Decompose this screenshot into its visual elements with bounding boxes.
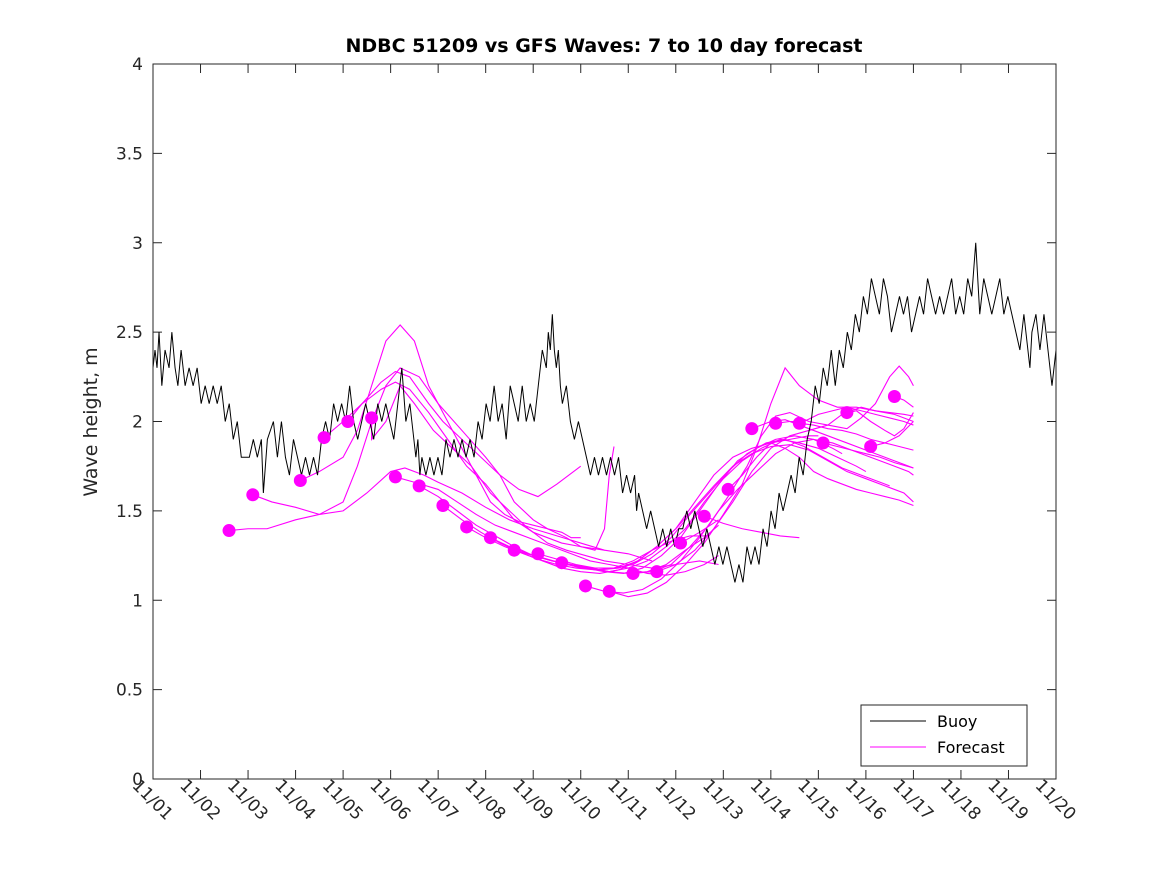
forecast-marker xyxy=(792,416,806,430)
forecast-marker xyxy=(483,531,497,545)
forecast-marker xyxy=(555,556,569,570)
forecast-marker xyxy=(650,565,664,579)
forecast-lines xyxy=(228,324,914,598)
x-tick-label: 11/17 xyxy=(888,776,937,825)
forecast-line xyxy=(632,365,914,574)
x-tick-label: 11/16 xyxy=(841,776,890,825)
y-axis-label: Wave height, m xyxy=(80,347,102,496)
forecast-marker xyxy=(412,479,426,493)
forecast-line xyxy=(846,406,914,417)
forecast-marker xyxy=(317,431,331,445)
y-tick-label: 1.5 xyxy=(116,502,143,522)
x-tick-label: 11/06 xyxy=(366,776,415,825)
forecast-marker xyxy=(246,488,260,502)
legend-buoy-label: Buoy xyxy=(937,712,977,731)
forecast-line xyxy=(585,438,914,594)
forecast-marker xyxy=(222,524,236,538)
forecast-marker xyxy=(602,584,616,598)
buoy-line xyxy=(153,242,1056,583)
forecast-line xyxy=(300,324,581,539)
legend-forecast-label: Forecast xyxy=(937,738,1005,757)
forecast-line xyxy=(870,421,914,448)
forecast-marker xyxy=(460,520,474,534)
y-tick-label: 0.5 xyxy=(116,681,143,701)
forecast-marker xyxy=(745,422,759,436)
x-tick-labels: 11/0111/0211/0311/0411/0511/0611/0711/08… xyxy=(128,776,1080,825)
x-tick-label: 11/08 xyxy=(461,776,510,825)
y-tick-label: 2 xyxy=(132,413,143,433)
forecast-line xyxy=(704,515,800,539)
forecast-marker xyxy=(293,473,307,487)
forecast-marker xyxy=(864,440,878,454)
forecast-marker xyxy=(697,509,711,523)
x-tick-label: 11/14 xyxy=(746,776,795,825)
forecast-line xyxy=(371,384,719,569)
forecast-marker xyxy=(436,499,450,513)
forecast-marker xyxy=(840,406,854,420)
x-tick-label: 11/02 xyxy=(175,776,224,825)
forecast-line xyxy=(395,476,719,576)
x-tick-label: 11/12 xyxy=(651,776,700,825)
x-tick-label: 11/11 xyxy=(603,776,652,825)
forecast-marker xyxy=(507,543,521,557)
forecast-line xyxy=(656,410,914,573)
forecast-marker xyxy=(388,470,402,484)
forecast-marker xyxy=(816,436,830,450)
axis-ticks xyxy=(152,63,1057,780)
forecast-line xyxy=(799,422,914,451)
x-tick-label: 11/03 xyxy=(223,776,272,825)
forecast-line xyxy=(561,444,914,571)
forecast-marker xyxy=(887,389,901,403)
forecast-marker xyxy=(721,482,735,496)
x-tick-label: 11/07 xyxy=(413,776,462,825)
forecast-line xyxy=(514,438,867,573)
forecast-marker xyxy=(769,416,783,430)
forecast-marker xyxy=(578,579,592,593)
forecast-line xyxy=(323,381,615,551)
x-tick-label: 11/01 xyxy=(128,776,177,825)
forecast-marker xyxy=(341,415,355,428)
forecast-marker xyxy=(674,536,688,550)
buoy-line-group xyxy=(153,242,1056,583)
x-tick-label: 11/10 xyxy=(556,776,605,825)
forecast-line xyxy=(822,442,914,469)
x-tick-label: 11/05 xyxy=(318,776,367,825)
legend-box xyxy=(860,704,1028,767)
legend: Buoy Forecast xyxy=(860,704,1028,767)
y-tick-label: 3.5 xyxy=(116,144,143,164)
x-tick-label: 11/13 xyxy=(698,776,747,825)
x-tick-label: 11/18 xyxy=(936,776,985,825)
x-tick-label: 11/15 xyxy=(793,776,842,825)
y-tick-label: 1 xyxy=(132,591,143,611)
y-tick-label: 4 xyxy=(132,55,143,75)
x-tick-label: 11/19 xyxy=(983,776,1032,825)
x-tick-label: 11/09 xyxy=(508,776,557,825)
forecast-marker xyxy=(531,547,545,561)
y-tick-label: 3 xyxy=(132,234,143,254)
forecast-markers xyxy=(222,389,901,598)
forecast-line xyxy=(252,367,605,551)
x-tick-label: 11/04 xyxy=(270,776,319,825)
chart-title: NDBC 51209 vs GFS Waves: 7 to 10 day for… xyxy=(345,35,862,57)
y-tick-labels: 0 0.5 1 1.5 2 2.5 3 3.5 4 xyxy=(116,55,143,790)
forecast-line xyxy=(228,467,653,562)
plot-area xyxy=(153,242,1056,598)
y-tick-label: 0 xyxy=(132,770,143,790)
y-tick-label: 2.5 xyxy=(116,323,143,343)
x-tick-label: 11/20 xyxy=(1031,776,1080,825)
forecast-line xyxy=(537,438,890,569)
forecast-line xyxy=(727,442,914,507)
plot-frame xyxy=(152,63,1057,780)
forecast-line xyxy=(609,366,914,598)
forecast-marker xyxy=(626,566,640,580)
forecast-line xyxy=(347,370,582,498)
forecast-marker xyxy=(365,411,379,425)
